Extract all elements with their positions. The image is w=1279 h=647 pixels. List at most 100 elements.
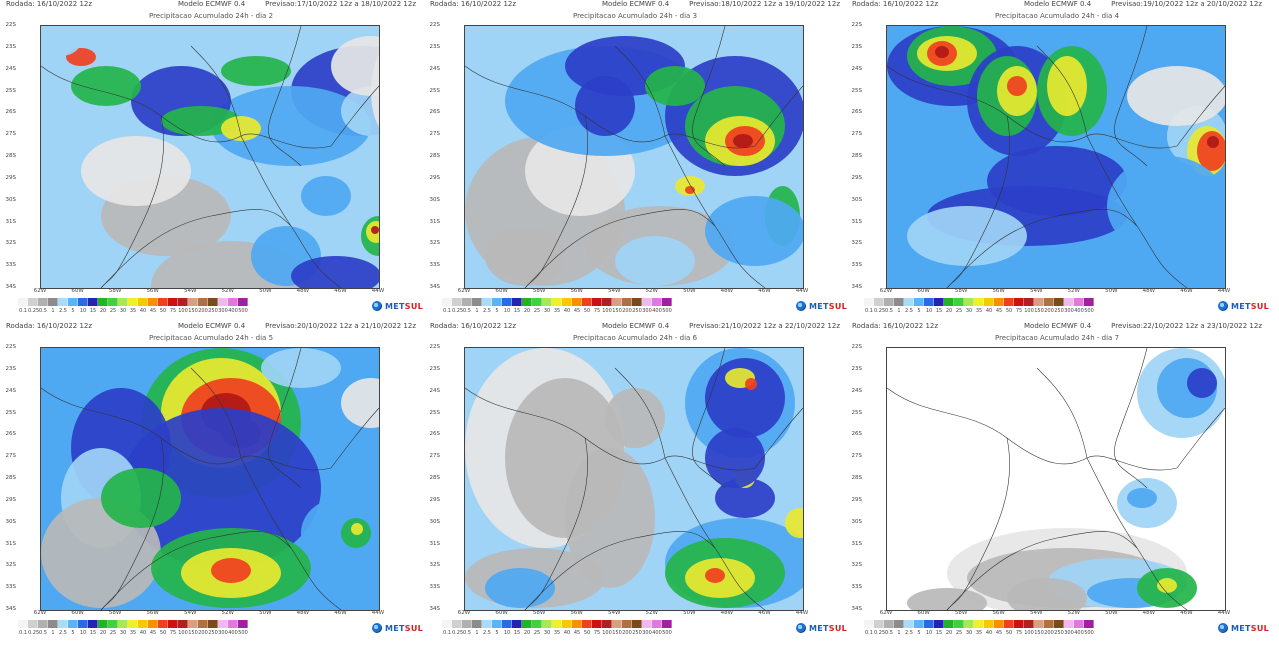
colorbar-labels: 0.1 0.25 0.5 1 2.5 5 10 15 20 25 30 35 40 45 50 75 100 15… (864, 630, 1094, 636)
border-line (100, 531, 292, 610)
colorbar-swatch (78, 298, 88, 306)
colorbar-swatch (1004, 620, 1014, 628)
border-line (1114, 26, 1148, 167)
latitude-tick-label: 28S (5, 475, 17, 481)
colorbar-label: 250 (1054, 308, 1064, 314)
latitude-tick-label: 22S (5, 344, 17, 350)
colorbar-label: 0.5 (463, 630, 471, 636)
colorbar-swatch (68, 620, 78, 628)
latitude-tick-label: 29S (5, 174, 17, 181)
colorbar-label: 0.5 (885, 630, 893, 636)
border-line (946, 437, 1010, 610)
longitude-tick-label: 54W (608, 610, 621, 616)
precipitation-area (221, 56, 291, 86)
latitude-tick-label: 23S (429, 43, 441, 50)
precipitation-area (745, 378, 757, 390)
colorbar-swatch (944, 298, 954, 306)
border-line (946, 209, 1138, 288)
colorbar-swatch (88, 298, 98, 306)
colorbar-label: 1 (475, 308, 479, 314)
longitude-tick-label: 46W (758, 288, 771, 294)
colorbar-swatch (158, 620, 168, 628)
border-line (465, 65, 756, 149)
precipitation-area (291, 256, 379, 288)
panel-title: Precipitacao Acumulado 24h - dia 5 (148, 334, 274, 342)
metsul-logo: METSUL (1218, 623, 1269, 633)
colorbar-swatch (492, 620, 502, 628)
logo-text-prefix: MET (809, 301, 829, 311)
colorbar-swatch (442, 298, 452, 306)
colorbar-label: 150 (612, 308, 622, 314)
colorbar-label: 1 (897, 630, 901, 636)
longitude-tick-label: 50W (683, 288, 696, 294)
border-line (1114, 348, 1148, 489)
colorbar-swatch (1044, 298, 1054, 306)
colorbar-swatch (602, 620, 612, 628)
latitude-tick-label: 33S (851, 262, 863, 269)
precipitation-area (1127, 488, 1157, 508)
latitude-tick-label: 28S (851, 475, 863, 481)
longitude-tick-label: 62W (879, 610, 893, 616)
longitude-tick-label: 54W (1030, 610, 1043, 616)
latitude-tick-label: 31S (851, 218, 863, 225)
precipitation-area (221, 116, 261, 141)
logo-text-prefix: MET (1231, 301, 1251, 311)
colorbar-label: 20 (99, 630, 107, 636)
colorbar-swatch (974, 298, 984, 306)
forecast-period-label: Previsao:18/10/2022 12z a 19/10/2022 12z (689, 0, 840, 8)
colorbar-swatch (168, 620, 178, 628)
border-line (41, 65, 332, 149)
latitude-tick-label: 31S (429, 540, 441, 547)
colorbar-swatch (38, 298, 48, 306)
border-line (754, 85, 803, 147)
colorbar-label: 10 (503, 630, 511, 636)
border-line (887, 387, 1178, 471)
colorbar-swatch (934, 620, 944, 628)
border-line (330, 407, 379, 469)
latitude-tick-label: 24S (429, 387, 441, 394)
colorbar-swatch (572, 620, 582, 628)
panel-title: Precipitacao Acumulado 24h - dia 3 (572, 12, 698, 20)
border-line (268, 348, 302, 489)
border-line (1036, 367, 1088, 459)
colorbar-label: 1 (51, 308, 55, 314)
latitude-tick-label: 29S (5, 496, 17, 503)
precipitation-colorbar (864, 298, 1094, 306)
panel-title: Precipitacao Acumulado 24h - dia 2 (148, 12, 274, 20)
colorbar-swatch (954, 298, 964, 306)
longitude-tick-label: 52W (221, 288, 234, 294)
longitude-tick-label: 62W (33, 610, 47, 616)
colorbar-label: 35 (129, 630, 137, 636)
logo-text-suffix: SUL (1250, 623, 1270, 633)
colorbar-label: 40 (985, 308, 993, 314)
latitude-tick-label: 32S (429, 240, 441, 247)
precipitation-area (71, 66, 141, 106)
colorbar-label: 200 (622, 308, 632, 314)
colorbar-swatch (138, 620, 148, 628)
latitude-tick-label: 30S (851, 518, 863, 525)
longitude-tick-label: 54W (1030, 288, 1043, 294)
metsul-swirl-icon (796, 301, 806, 311)
colorbar-label: 1 (51, 630, 55, 636)
colorbar-swatch (1084, 298, 1094, 306)
colorbar-swatch (452, 298, 462, 306)
latitude-tick-label: 23S (5, 43, 17, 50)
border-line (190, 45, 242, 137)
precipitation-area (211, 558, 251, 583)
latitude-tick-label: 24S (851, 387, 863, 394)
colorbar-swatch (522, 620, 532, 628)
colorbar-label: 400 (652, 308, 662, 314)
precipitation-area (733, 134, 753, 148)
colorbar-label: 500 (1084, 630, 1094, 636)
colorbar-swatch (984, 620, 994, 628)
latitude-tick-label: 31S (5, 540, 17, 547)
latitude-tick-label: 30S (429, 196, 441, 203)
colorbar-swatch (1084, 620, 1094, 628)
latitude-tick-label: 30S (851, 196, 863, 203)
colorbar-label: 40 (139, 308, 147, 314)
latitude-tick-label: 23S (429, 365, 441, 372)
longitude-tick-label: 52W (1067, 288, 1080, 294)
colorbar-swatch (198, 298, 208, 306)
border-line (100, 115, 164, 288)
colorbar-label: 75 (1015, 308, 1023, 314)
